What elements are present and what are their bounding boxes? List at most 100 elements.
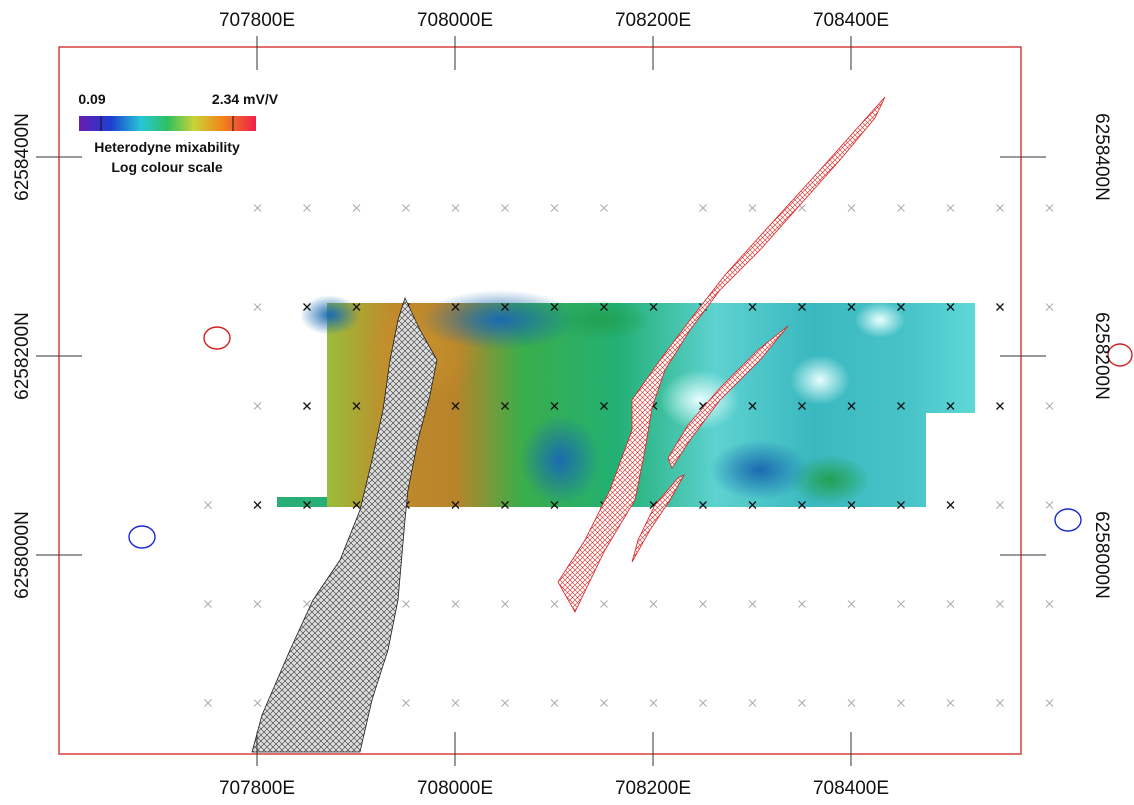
- station-marker: [798, 501, 806, 509]
- station-marker: [303, 303, 311, 311]
- station-marker: [897, 501, 905, 509]
- station-marker: [253, 600, 262, 608]
- station-marker: [996, 501, 1004, 509]
- station-marker: [748, 204, 757, 212]
- station-marker: [352, 303, 361, 311]
- colorbar-subtitle: Log colour scale: [111, 159, 222, 175]
- station-marker: [946, 402, 955, 410]
- colorbar-min: 0.09: [78, 91, 105, 107]
- station-marker: [303, 600, 311, 608]
- station-marker: [253, 402, 262, 410]
- station-marker: [451, 402, 460, 410]
- station-marker: [253, 303, 262, 311]
- map-frame: [58, 46, 1022, 755]
- station-marker: [996, 402, 1004, 410]
- station-marker: [897, 402, 905, 410]
- station-marker: [699, 204, 707, 212]
- station-marker: [501, 699, 509, 707]
- station-marker: [550, 699, 559, 707]
- station-marker: [204, 699, 212, 707]
- station-marker: [550, 600, 559, 608]
- station-marker: [996, 204, 1004, 212]
- station-marker: [649, 303, 658, 311]
- station-marker: [699, 501, 707, 509]
- station-marker: [847, 402, 856, 410]
- y-tick-label: 6258200N: [12, 312, 33, 400]
- station-marker: [897, 699, 905, 707]
- station-marker: [1045, 699, 1054, 707]
- station-marker: [847, 501, 856, 509]
- station-marker: [699, 600, 707, 608]
- station-marker: [501, 204, 509, 212]
- station-marker: [253, 204, 262, 212]
- station-marker: [600, 303, 608, 311]
- y-tick-label: 6258000N: [12, 511, 33, 599]
- colorbar-ramp: [79, 116, 256, 131]
- station-marker: [352, 204, 361, 212]
- station-marker: [847, 600, 856, 608]
- station-marker: [1045, 204, 1054, 212]
- station-marker: [550, 204, 559, 212]
- station-marker: [1045, 303, 1054, 311]
- station-marker: [550, 501, 559, 509]
- station-marker: [748, 402, 757, 410]
- station-marker: [847, 204, 856, 212]
- station-marker: [649, 600, 658, 608]
- station-marker: [402, 699, 410, 707]
- station-marker: [996, 699, 1004, 707]
- station-marker: [501, 303, 509, 311]
- x-tick-label: 708000E: [417, 10, 493, 31]
- marker: [1054, 508, 1082, 532]
- y-tick-label: 6258400N: [1091, 113, 1112, 201]
- station-marker: [798, 402, 806, 410]
- station-marker: [600, 204, 608, 212]
- x-tick-label: 708400E: [813, 10, 889, 31]
- station-marker: [550, 303, 559, 311]
- station-marker: [897, 204, 905, 212]
- station-marker: [649, 699, 658, 707]
- station-marker: [253, 699, 262, 707]
- station-marker: [600, 600, 608, 608]
- dyke-polygon: [251, 296, 438, 753]
- x-tick-label: 707800E: [219, 778, 295, 799]
- station-marker: [996, 600, 1004, 608]
- station-marker: [451, 600, 460, 608]
- station-marker: [946, 699, 955, 707]
- station-marker: [748, 501, 757, 509]
- station-marker: [402, 600, 410, 608]
- station-marker: [402, 204, 410, 212]
- station-marker: [204, 600, 212, 608]
- station-marker: [253, 501, 262, 509]
- x-tick-label: 707800E: [219, 10, 295, 31]
- x-tick-label: 708200E: [615, 778, 691, 799]
- marker: [1107, 343, 1133, 367]
- station-marker: [897, 600, 905, 608]
- station-marker: [600, 402, 608, 410]
- station-marker: [946, 204, 955, 212]
- station-marker: [946, 501, 955, 509]
- x-tick-label: 708200E: [615, 10, 691, 31]
- station-marker: [501, 600, 509, 608]
- y-tick-label: 6258200N: [1091, 312, 1112, 400]
- station-marker: [550, 402, 559, 410]
- station-marker: [798, 699, 806, 707]
- fault-polygon: [667, 325, 789, 469]
- station-marker: [303, 402, 311, 410]
- axes: 707800E 707800E 708000E 708000E 708200E 70820…: [12, 10, 1112, 799]
- colorbar-title: Heterodyne mixability: [94, 139, 240, 155]
- station-marker: [1045, 600, 1054, 608]
- station-marker: [501, 501, 509, 509]
- fault-polygon: [631, 474, 685, 563]
- station-marker: [847, 699, 856, 707]
- station-marker: [451, 204, 460, 212]
- fault-polygon: [557, 96, 886, 613]
- station-marker: [204, 501, 212, 509]
- marker: [203, 326, 231, 350]
- station-marker: [303, 501, 311, 509]
- station-marker: [451, 699, 460, 707]
- station-marker: [352, 402, 361, 410]
- station-marker: [847, 303, 856, 311]
- station-marker: [451, 501, 460, 509]
